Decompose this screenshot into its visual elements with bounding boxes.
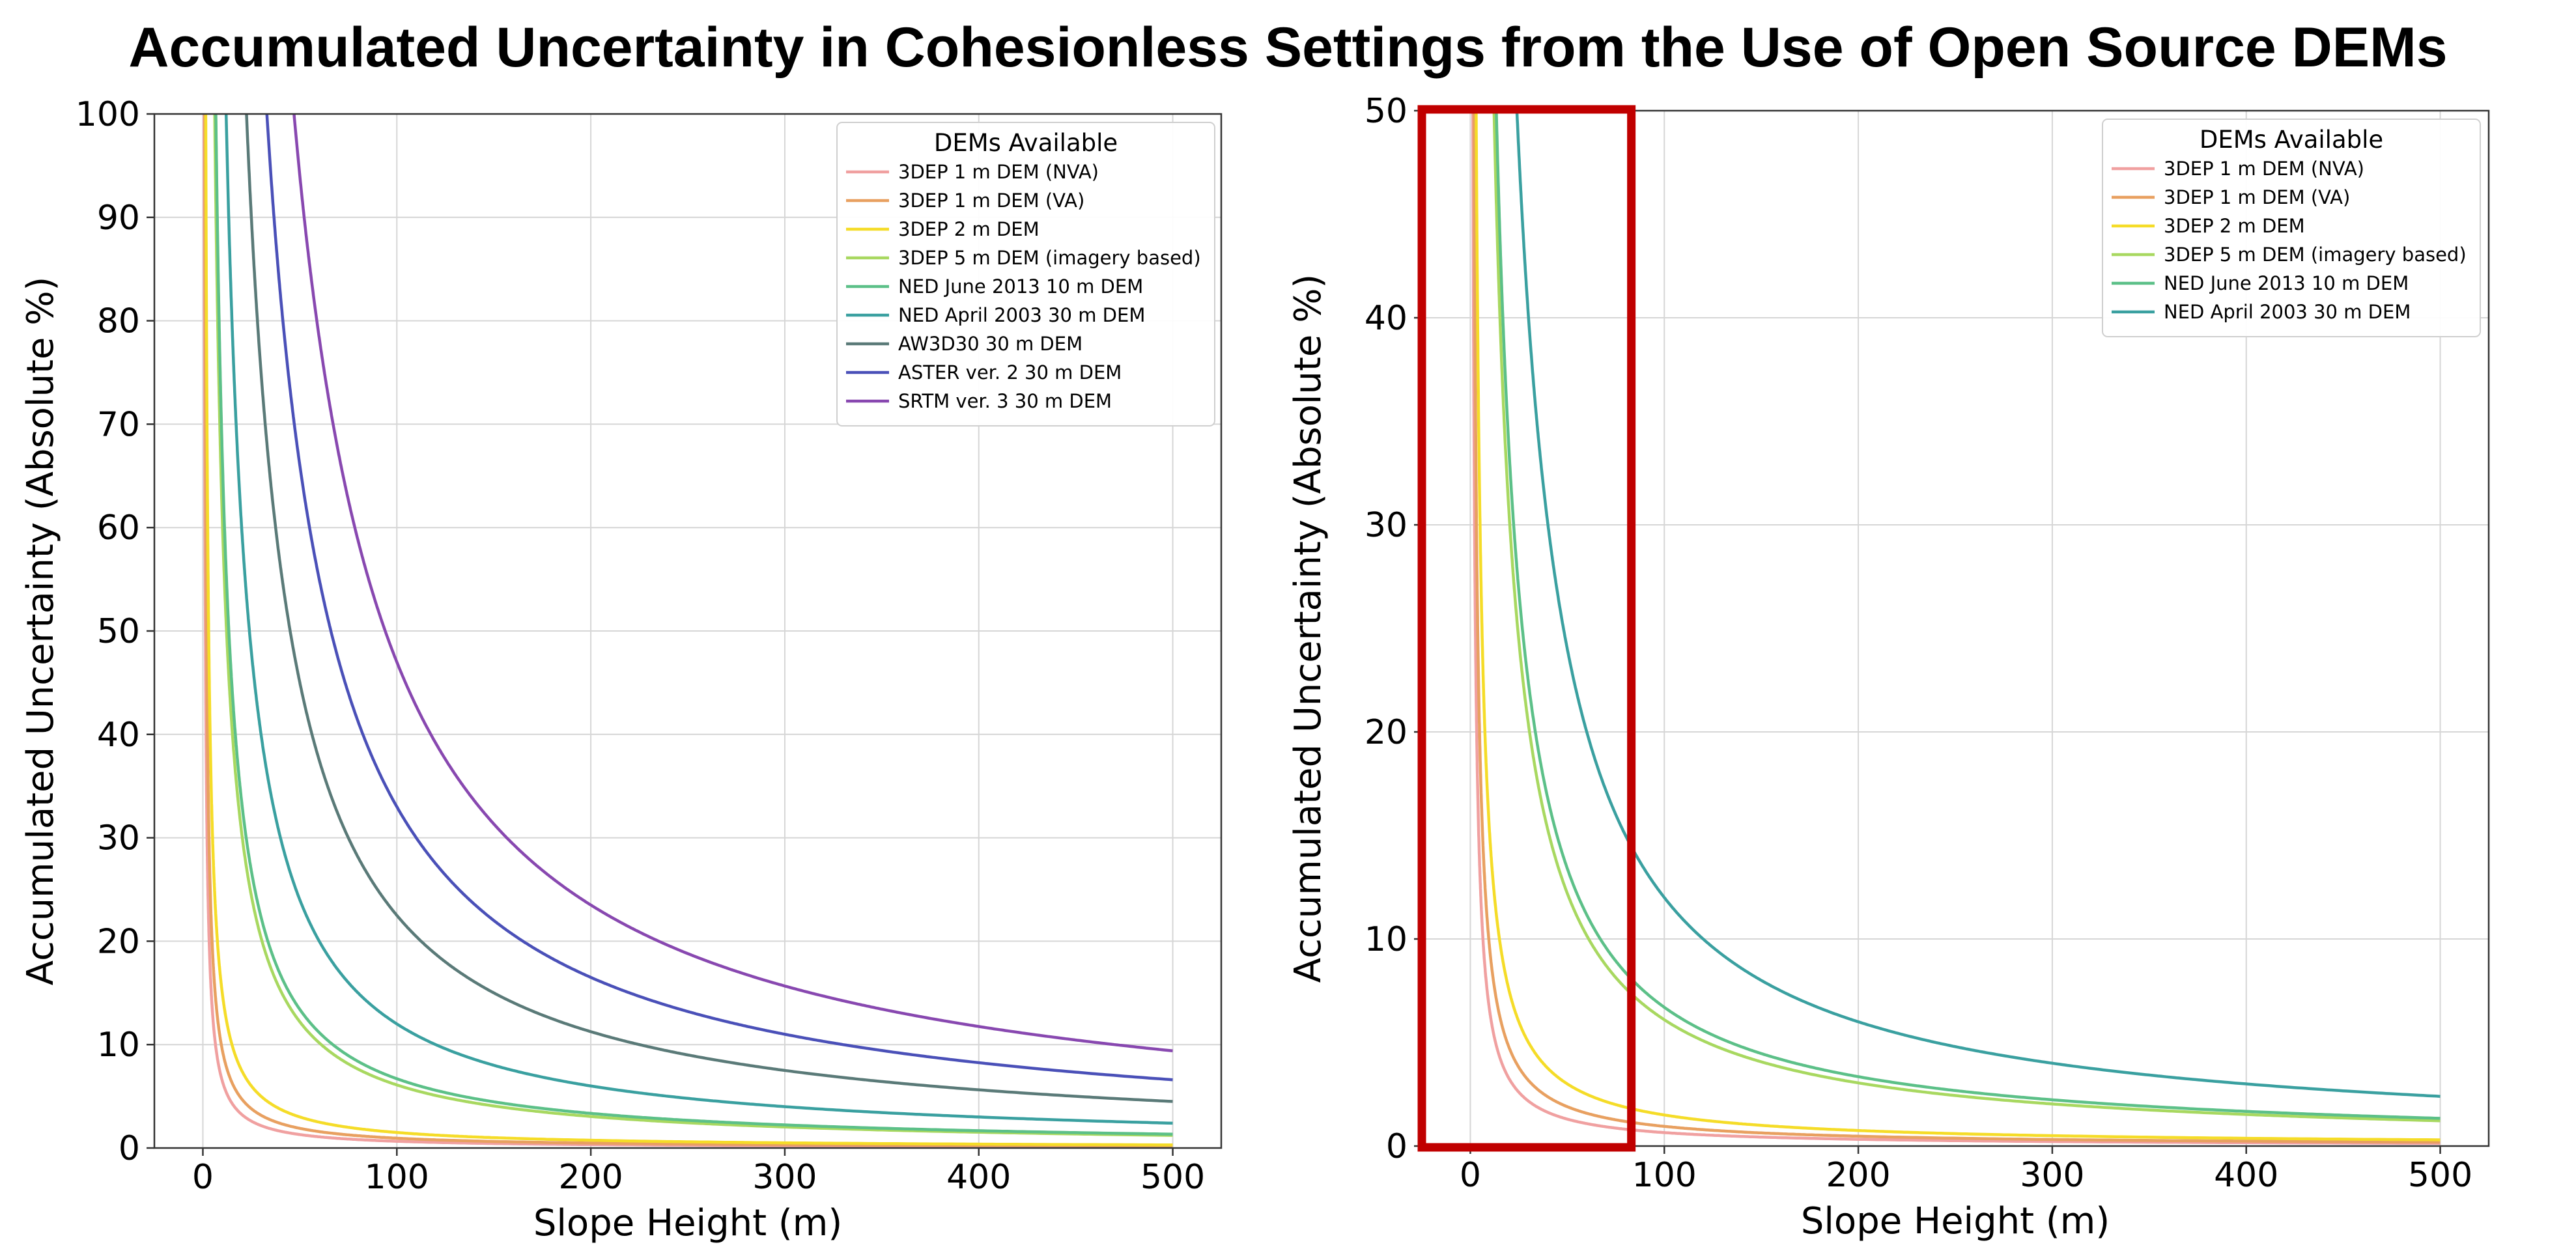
x-tick-label: 0 bbox=[192, 1158, 214, 1197]
x-tick-label: 0 bbox=[1460, 1156, 1481, 1195]
highlight-box bbox=[1417, 105, 1636, 1152]
legend-entry-4: 3DEP 5 m DEM (imagery based) bbox=[898, 247, 1201, 269]
legend: DEMs Available 3DEP 1 m DEM (NVA) 3DEP 1 m… bbox=[2102, 119, 2481, 337]
series-line-8 bbox=[265, 114, 1173, 1082]
y-tick-label: 60 bbox=[97, 509, 140, 548]
y-tick-label: 50 bbox=[97, 612, 140, 651]
series-line-2 bbox=[203, 114, 1173, 1148]
y-tick-label: 80 bbox=[97, 302, 140, 341]
legend-entry-5: NED June 2013 10 m DEM bbox=[2164, 272, 2409, 294]
legend-title: DEMs Available bbox=[2200, 126, 2383, 154]
legend-entry-8: ASTER ver. 2 30 m DEM bbox=[898, 361, 1122, 384]
x-tick-label: 300 bbox=[752, 1158, 817, 1197]
x-tick-label: 300 bbox=[2020, 1156, 2084, 1195]
legend-entry-9: SRTM ver. 3 30 m DEM bbox=[898, 390, 1112, 412]
series-line-1 bbox=[1471, 111, 2441, 1145]
legend-title: DEMs Available bbox=[934, 129, 1118, 157]
chart-panel-2: 0 100 200 300 400 500 0 10 20 30 40 50 Slope Height … bbox=[1287, 92, 2490, 1242]
legend-entry-3: 3DEP 2 m DEM bbox=[898, 218, 1040, 240]
legend-entry-4: 3DEP 5 m DEM (imagery based) bbox=[2164, 244, 2467, 266]
legend-entry-3: 3DEP 2 m DEM bbox=[2164, 215, 2305, 237]
legend-entry-1: 3DEP 1 m DEM (NVA) bbox=[2164, 158, 2364, 180]
series-line-7 bbox=[245, 114, 1173, 1103]
y-tick-label: 0 bbox=[119, 1129, 140, 1168]
legend-entry-5: NED June 2013 10 m DEM bbox=[898, 275, 1143, 298]
legend-entry-2: 3DEP 1 m DEM (VA) bbox=[898, 189, 1084, 212]
legend-entry-7: AW3D30 30 m DEM bbox=[898, 333, 1083, 355]
y-tick-label: 30 bbox=[1365, 506, 1408, 545]
y-tick-label: 20 bbox=[97, 922, 140, 961]
legend-entry-6: NED April 2003 30 m DEM bbox=[898, 304, 1145, 326]
y-axis-label: Accumulated Uncertainty (Absolute %) bbox=[1287, 274, 1329, 983]
x-tick-label: 100 bbox=[1632, 1156, 1697, 1195]
y-tick-label: 50 bbox=[1365, 92, 1408, 131]
series-line-6 bbox=[224, 114, 1173, 1125]
series-line-3 bbox=[1475, 111, 2441, 1141]
series-group bbox=[1471, 111, 2441, 1145]
series-line-5 bbox=[214, 114, 1173, 1136]
y-tick-label: 0 bbox=[1386, 1127, 1408, 1166]
chart-panel-1: 0 100 200 300 400 500 0 10 20 30 40 50 60 70 80 90 100 Sl… bbox=[20, 95, 1223, 1244]
y-tick-label: 70 bbox=[97, 405, 140, 444]
x-tick-label: 200 bbox=[1826, 1156, 1890, 1195]
series-line-5 bbox=[1495, 111, 2441, 1120]
legend-box bbox=[2102, 119, 2481, 337]
series-line-3 bbox=[204, 114, 1173, 1147]
y-tick-label: 40 bbox=[1365, 299, 1408, 338]
series-group bbox=[203, 114, 1173, 1148]
x-axis-label: Slope Height (m) bbox=[1801, 1200, 2110, 1242]
y-tick-label: 20 bbox=[1365, 713, 1408, 752]
series-line-6 bbox=[1515, 111, 2441, 1098]
x-tick-label: 100 bbox=[365, 1158, 429, 1197]
x-tick-label: 500 bbox=[1140, 1158, 1205, 1197]
x-tick-label: 500 bbox=[2408, 1156, 2472, 1195]
series-line-2 bbox=[1472, 111, 2441, 1144]
x-tick-label: 400 bbox=[946, 1158, 1011, 1197]
y-axis-label: Accumulated Uncertainty (Absolute %) bbox=[20, 277, 62, 986]
y-tick-label: 10 bbox=[1365, 920, 1408, 959]
legend-entry-2: 3DEP 1 m DEM (VA) bbox=[2164, 186, 2350, 208]
legend-box bbox=[836, 122, 1215, 427]
legend: DEMs Available 3DEP 1 m DEM (NVA) 3DEP 1 m… bbox=[836, 122, 1215, 427]
legend-entry-6: NED April 2003 30 m DEM bbox=[2164, 301, 2411, 323]
y-tick-label: 100 bbox=[76, 95, 140, 134]
y-tick-label: 40 bbox=[97, 716, 140, 755]
series-line-9 bbox=[292, 114, 1173, 1052]
y-tick-label: 90 bbox=[97, 199, 140, 238]
series-line-4 bbox=[213, 114, 1173, 1137]
x-tick-label: 400 bbox=[2214, 1156, 2278, 1195]
legend-entry-1: 3DEP 1 m DEM (NVA) bbox=[898, 161, 1099, 183]
x-tick-label: 200 bbox=[558, 1158, 623, 1197]
x-axis-label: Slope Height (m) bbox=[533, 1202, 842, 1244]
y-tick-label: 10 bbox=[97, 1026, 140, 1065]
series-line-4 bbox=[1492, 111, 2441, 1123]
y-tick-label: 30 bbox=[97, 819, 140, 858]
series-line-1 bbox=[203, 114, 1173, 1148]
page-title: Accumulated Uncertainty in Cohesionless … bbox=[128, 16, 2448, 79]
